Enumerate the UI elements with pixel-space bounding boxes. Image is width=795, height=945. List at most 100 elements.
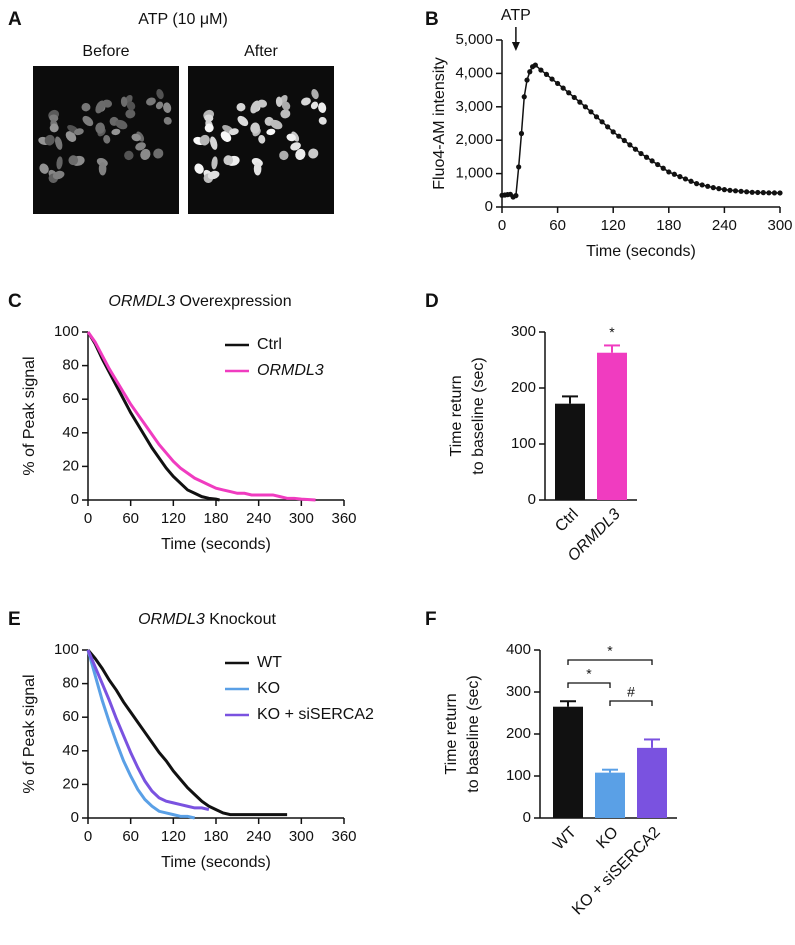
y-tick-label: 0 [528,491,536,508]
x-tick-label: 300 [289,828,314,845]
cell [237,115,249,127]
cell [82,115,94,127]
data-point [518,130,525,137]
data-point [524,77,530,83]
data-point [705,183,711,189]
bar [553,706,583,818]
series-line [86,331,220,502]
data-point [516,164,522,170]
data-point [738,188,744,194]
cell [68,155,79,166]
series-line [86,649,210,812]
cell [266,128,276,136]
data-point [777,190,783,196]
cell [74,128,84,136]
data-point [660,165,666,171]
data-point [627,142,633,148]
data-point [727,187,733,193]
cell [103,134,111,144]
data-point [677,174,683,180]
x-tick-label: WT [550,824,580,854]
cell [44,134,55,146]
data-point [671,171,677,177]
data-point [766,190,772,196]
cell [286,133,296,142]
x-axis-label: Time (seconds) [161,536,271,553]
cell [204,123,214,133]
bar [595,772,625,818]
cell [194,163,204,174]
cell [146,97,156,106]
series-line [86,649,288,817]
cell [39,163,49,174]
annotation: ATP [501,7,531,24]
data-point [566,90,572,96]
x-tick-label: 300 [289,510,314,527]
data-point [610,129,616,135]
cell [81,102,91,112]
x-tick-label: 120 [161,828,186,845]
cell [229,128,239,136]
cell [318,116,327,125]
data-point [521,94,527,100]
x-tick-label: 300 [767,217,792,234]
cell [211,156,218,170]
panel-letter: C [8,291,22,312]
legend-label: ORMDL3 [257,362,324,379]
y-tick-label: 60 [62,390,79,407]
cell [318,102,327,113]
cell [131,133,141,142]
y-tick-label: 200 [511,379,536,396]
cell [153,148,164,159]
significance-bracket [567,682,611,688]
cell [155,101,164,110]
legend-label: Ctrl [257,336,282,353]
cell [310,101,319,110]
cell [49,114,59,122]
cell [95,122,105,134]
x-tick-label: 120 [601,217,626,234]
cell [49,123,59,133]
bar [555,403,585,500]
significance-bracket [609,700,653,706]
data-point [549,76,555,82]
x-tick-label: 180 [203,828,228,845]
data-point [655,161,661,168]
x-tick-label: 60 [549,217,566,234]
y-tick-label: 400 [506,641,531,658]
data-point [538,67,544,73]
series-line [86,331,316,502]
series-line [501,64,781,198]
y-tick-label: 100 [54,323,79,340]
y-axis-label: Fluo4-AM intensity [431,57,448,190]
arrow-head [511,42,520,51]
cell [301,97,311,106]
data-point [638,150,644,157]
data-point [527,69,533,75]
panel-letter: B [425,9,439,30]
significance-bracket [567,659,653,665]
x-tick-label: 180 [656,217,681,234]
cell [156,89,164,100]
chart-title: ORMDL3 Knockout [138,611,276,628]
cell [210,136,218,150]
cell [56,156,63,170]
y-axis-label: % of Peak signal [21,674,38,793]
bar [637,747,667,818]
y-axis-label: Time return [448,375,465,456]
data-point [632,146,639,152]
significance-mark: * [607,643,613,659]
x-tick-label: 360 [331,510,356,527]
panel-letter: A [8,9,22,30]
x-tick-label: Ctrl [552,506,582,536]
data-point [582,104,589,110]
y-tick-label: 0 [485,198,493,215]
significance-mark: * [586,666,592,682]
data-point [716,186,722,192]
data-point [616,133,622,139]
data-point [605,124,611,130]
cell [281,101,291,111]
bar [597,352,627,500]
data-point [744,189,750,195]
